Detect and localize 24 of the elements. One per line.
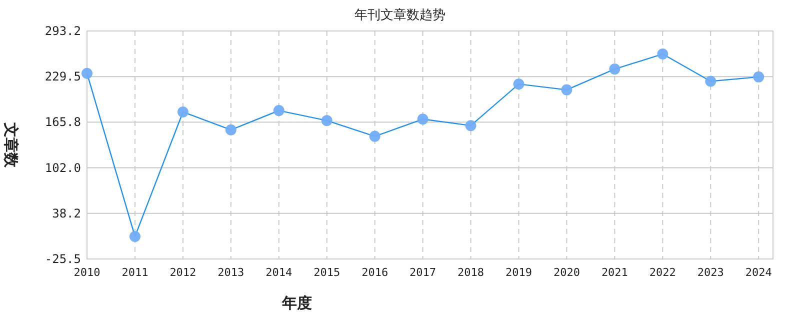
y-tick-label: 165.8 — [44, 115, 81, 130]
x-tick-label: 2016 — [362, 266, 388, 279]
x-tick-label: 2019 — [506, 266, 532, 279]
y-tick-label: 38.2 — [52, 206, 81, 220]
x-tick-label: 2017 — [410, 266, 436, 279]
x-tick-label: 2018 — [458, 266, 484, 279]
x-tick-label: 2022 — [649, 266, 676, 279]
x-tick-label: 2012 — [170, 266, 196, 279]
x-tick-label: 2021 — [601, 266, 628, 279]
x-tick-label: 2024 — [745, 266, 772, 279]
x-tick-label: 2023 — [697, 266, 724, 279]
y-tick-label: 102.0 — [44, 160, 81, 175]
y-tick-label: 229.5 — [44, 70, 81, 84]
chart-title: 年刊文章数趋势 — [354, 8, 446, 23]
y-tick-label: -25.5 — [44, 252, 81, 266]
x-tick-label: 2013 — [218, 266, 244, 279]
y-tick-label: 293.2 — [44, 24, 81, 38]
x-tick-label: 2015 — [314, 266, 340, 279]
y-axis-title: 文章数 — [2, 122, 20, 168]
x-tick-label: 2010 — [74, 266, 100, 279]
x-axis-title: 年度 — [281, 294, 312, 312]
x-tick-label: 2011 — [122, 266, 148, 279]
x-tick-label: 2014 — [266, 266, 293, 279]
x-tick-label: 2020 — [553, 266, 580, 279]
